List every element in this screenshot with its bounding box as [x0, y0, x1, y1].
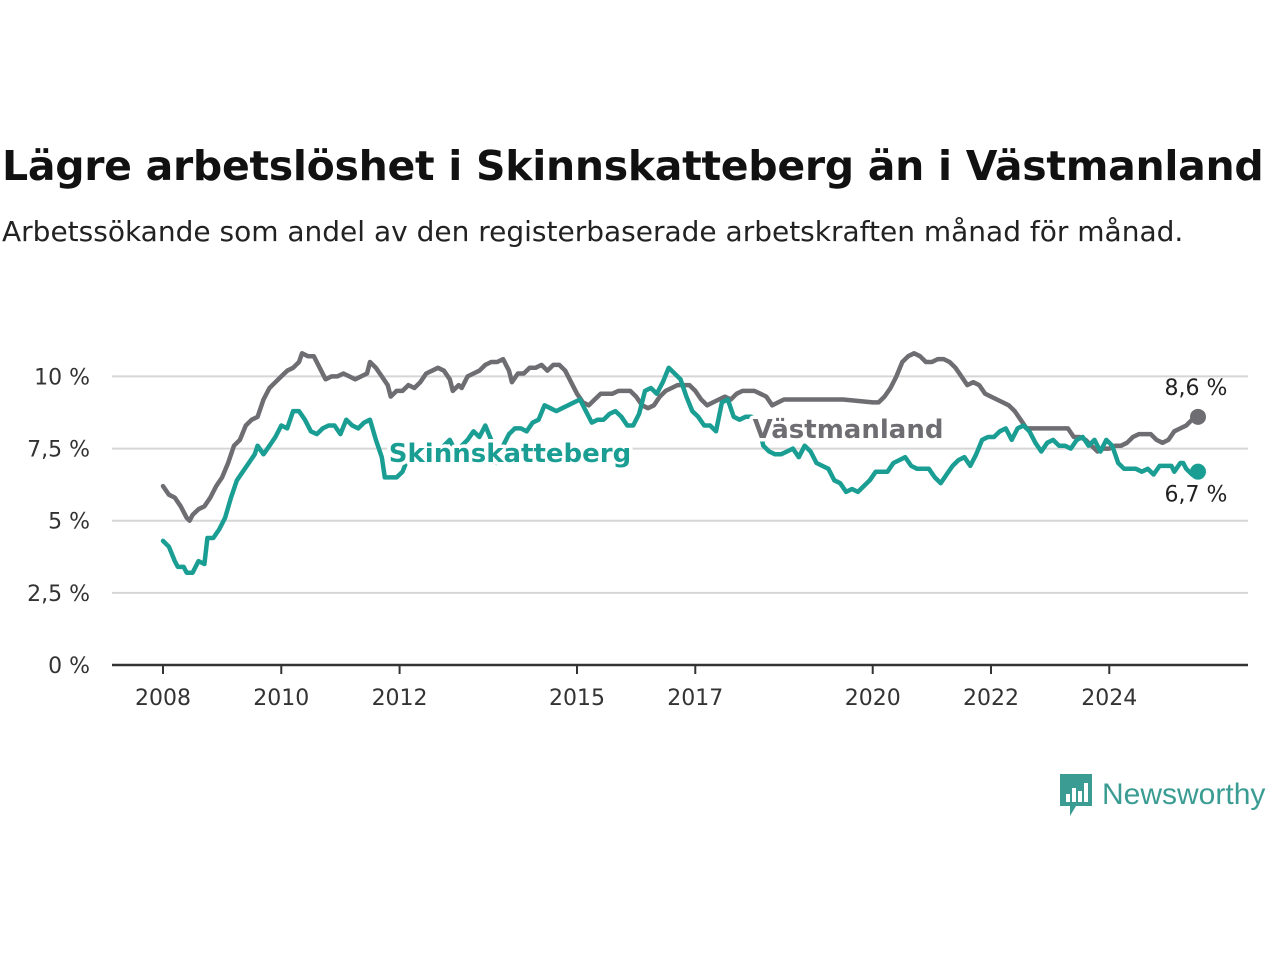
- end-value-label: 8,6 %: [1165, 376, 1228, 401]
- newsworthy-logo-icon: [1060, 774, 1092, 816]
- x-axis-ticks: 2008 2010 2012 2015 2017 2020 2022 2024: [135, 665, 1137, 711]
- chart-title: Lägre arbetslöshet i Skinnskatteberg än …: [2, 142, 1264, 190]
- end-value-label: 6,7 %: [1165, 483, 1228, 508]
- x-tick-label: 2008: [135, 686, 191, 711]
- y-axis-ticks: 0 % 2,5 % 5 % 7,5 % 10 %: [27, 365, 90, 679]
- end-point-marker: [1190, 408, 1206, 425]
- y-tick-label: 7,5 %: [27, 438, 90, 463]
- series-line-skinnskatteberg: [160, 365, 1201, 575]
- series-label-västmanland: Västmanland: [753, 415, 944, 445]
- series-label-skinnskatteberg: Skinnskatteberg: [389, 439, 631, 469]
- series-lines: [160, 351, 1206, 575]
- x-tick-label: 2024: [1081, 686, 1137, 711]
- x-tick-label: 2010: [253, 686, 309, 711]
- newsworthy-logo-text: Newsworthy: [1102, 778, 1266, 811]
- end-point-marker: [1190, 463, 1206, 480]
- y-tick-label: 0 %: [48, 654, 90, 679]
- chart-subtitle: Arbetssökande som andel av den registerb…: [2, 215, 1184, 248]
- y-tick-label: 2,5 %: [27, 582, 90, 607]
- series-labels: 8,6 % 6,7 % Västmanland Skinnskatteberg: [385, 376, 1228, 508]
- y-tick-label: 5 %: [48, 510, 90, 535]
- x-tick-label: 2012: [372, 686, 428, 711]
- x-tick-label: 2020: [845, 686, 901, 711]
- x-tick-label: 2017: [667, 686, 723, 711]
- x-tick-label: 2015: [549, 686, 605, 711]
- y-tick-label: 10 %: [34, 365, 90, 390]
- x-tick-label: 2022: [963, 686, 1019, 711]
- newsworthy-logo[interactable]: Newsworthy: [1058, 772, 1265, 818]
- gridlines: [112, 375, 1248, 667]
